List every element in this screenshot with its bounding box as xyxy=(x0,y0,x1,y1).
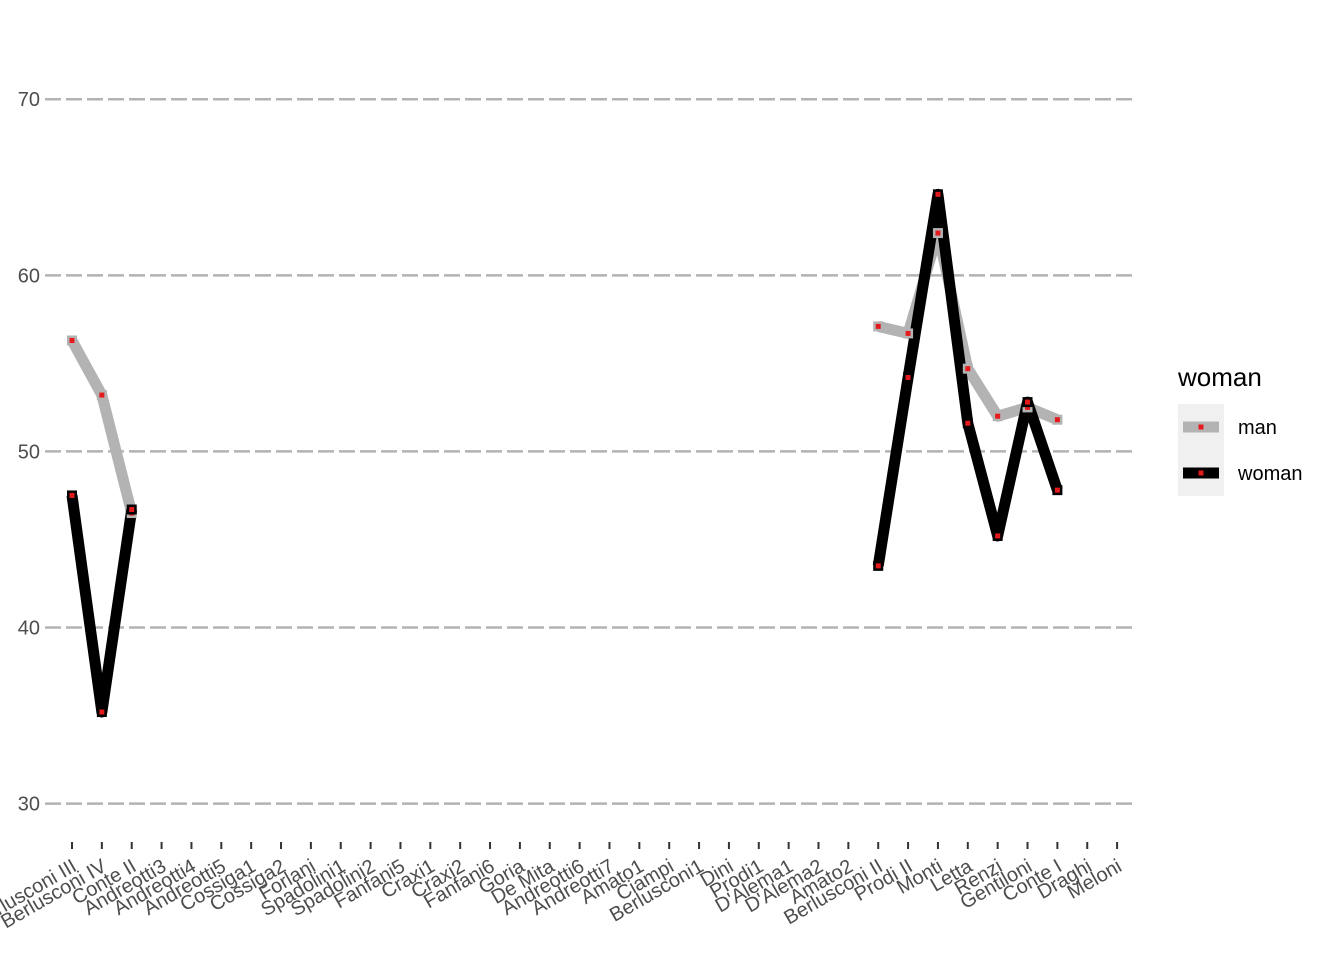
point-marker-woman xyxy=(875,563,881,569)
point-marker-woman xyxy=(1054,487,1060,493)
point-marker-woman xyxy=(1025,399,1031,405)
y-tick-label: 30 xyxy=(18,794,40,816)
point-marker-man xyxy=(935,230,941,236)
legend-title: woman xyxy=(1177,362,1262,392)
point-marker-woman xyxy=(129,507,135,513)
point-marker-woman xyxy=(965,420,971,426)
point-marker-man xyxy=(1054,417,1060,423)
point-marker-man xyxy=(69,337,75,343)
legend-key-background xyxy=(1178,404,1224,496)
point-marker-woman xyxy=(905,374,911,380)
point-marker-woman xyxy=(995,533,1001,539)
legend: woman man woman xyxy=(1177,362,1302,496)
point-marker-man xyxy=(905,330,911,336)
legend-key-marker-man xyxy=(1198,424,1204,430)
series-line-woman xyxy=(66,494,138,718)
y-tick-label: 50 xyxy=(18,441,40,463)
point-marker-man xyxy=(1025,404,1031,410)
point-marker-woman xyxy=(935,191,941,197)
point-marker-man xyxy=(875,323,881,329)
point-marker-man xyxy=(965,366,971,372)
series-line-man xyxy=(67,337,138,515)
legend-label-woman: woman xyxy=(1237,463,1302,485)
legend-entries: man woman xyxy=(1183,417,1302,485)
y-tick-label: 70 xyxy=(18,89,40,111)
series-lines xyxy=(66,188,1063,718)
point-marker-woman xyxy=(69,492,75,498)
y-tick-label: 40 xyxy=(18,618,40,640)
y-axis: 30 40 50 60 70 xyxy=(18,89,40,815)
point-marker-man xyxy=(99,392,105,398)
legend-label-man: man xyxy=(1238,417,1277,439)
y-tick-label: 60 xyxy=(18,265,40,287)
data-points xyxy=(67,189,1063,718)
legend-key-marker-woman xyxy=(1198,470,1204,476)
point-marker-man xyxy=(995,413,1001,419)
point-marker-woman xyxy=(99,709,105,715)
